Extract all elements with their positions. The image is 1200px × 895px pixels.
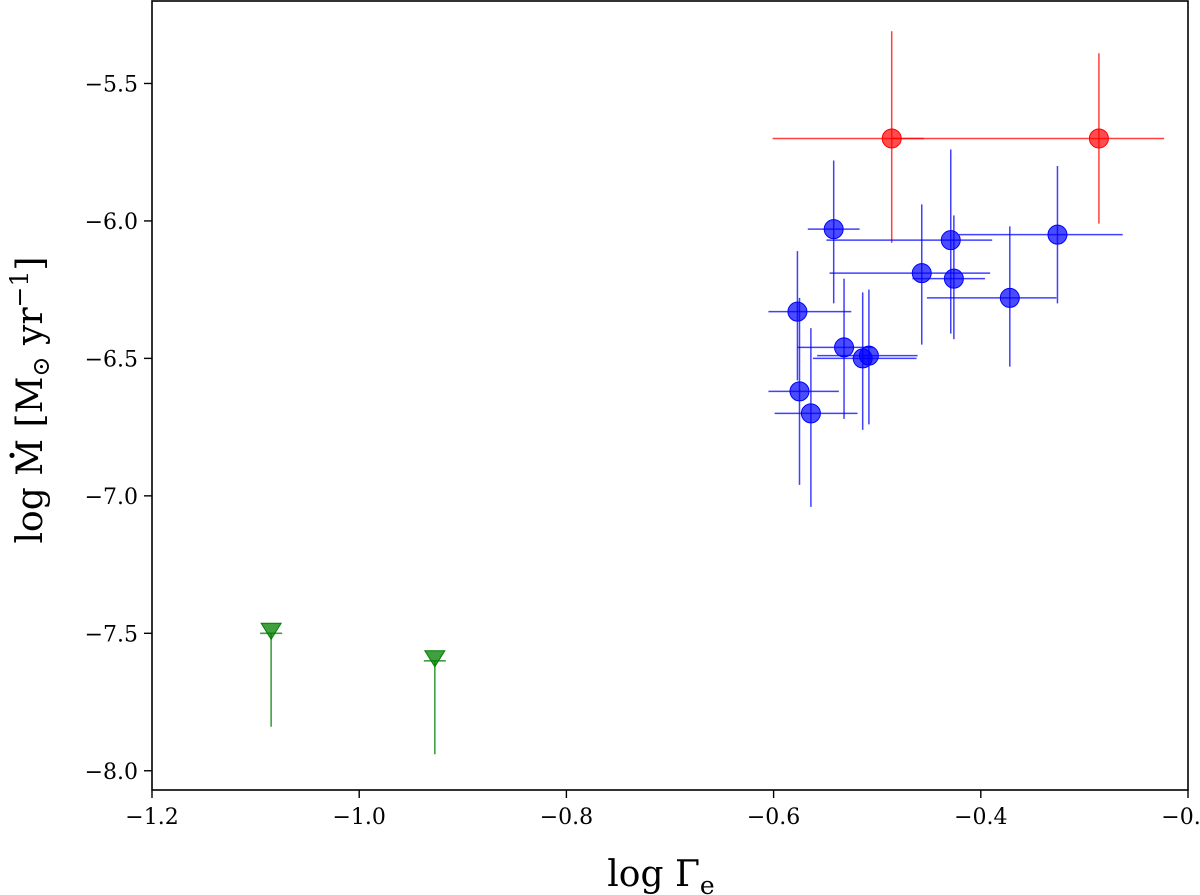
blue-point — [943, 268, 964, 289]
x-axis-title-subscript: e — [700, 871, 715, 895]
blue-point — [834, 337, 855, 358]
y-tick-label: −5.5 — [85, 72, 138, 97]
x-tick-label: −0.8 — [540, 805, 593, 830]
green-triangle-marker — [260, 622, 283, 641]
y-tick-label: −6.5 — [85, 347, 138, 372]
x-tick-label: −1.0 — [332, 805, 385, 830]
y-tick-label: −7.5 — [85, 622, 138, 647]
blue-point — [800, 403, 821, 424]
red-point — [1088, 128, 1109, 149]
y-tick-label: −7.0 — [85, 485, 138, 510]
x-axis-ticks: −1.2 −1.0 −0.8 −0.6 −0.4 −0.2 — [125, 790, 1200, 830]
x-tick-label: −0.4 — [954, 805, 1007, 830]
blue-point — [1047, 224, 1068, 245]
y-axis-title-superscript: −1 — [5, 271, 34, 308]
blue-point — [787, 301, 808, 322]
svg-text:log M [M⊙ yr−1]: log M [M⊙ yr−1] — [5, 257, 55, 544]
blue-point — [858, 345, 879, 366]
blue-point — [911, 263, 932, 284]
y-tick-label: −8.0 — [85, 760, 138, 785]
data-marks — [260, 31, 1165, 755]
x-axis-title: log Γe — [607, 854, 714, 895]
x-tick-label: −1.2 — [125, 805, 178, 830]
y-axis-title: log M [M⊙ yr−1] — [5, 257, 55, 544]
y-axis-ticks: −8.0 −7.5 −7.0 −6.5 −6.0 −5.5 — [85, 72, 152, 785]
x-tick-label: −0.2 — [1161, 805, 1200, 830]
blue-point — [823, 219, 844, 240]
green-triangle-marker — [423, 650, 446, 668]
y-tick-label: −6.0 — [85, 210, 138, 235]
blue-point — [789, 381, 810, 402]
x-tick-label: −0.6 — [747, 805, 800, 830]
sun-symbol: ⊙ — [27, 356, 55, 376]
blue-point — [999, 287, 1020, 308]
blue-point — [940, 230, 961, 251]
plot-frame — [151, 0, 1189, 791]
mdot-accent — [9, 452, 15, 458]
